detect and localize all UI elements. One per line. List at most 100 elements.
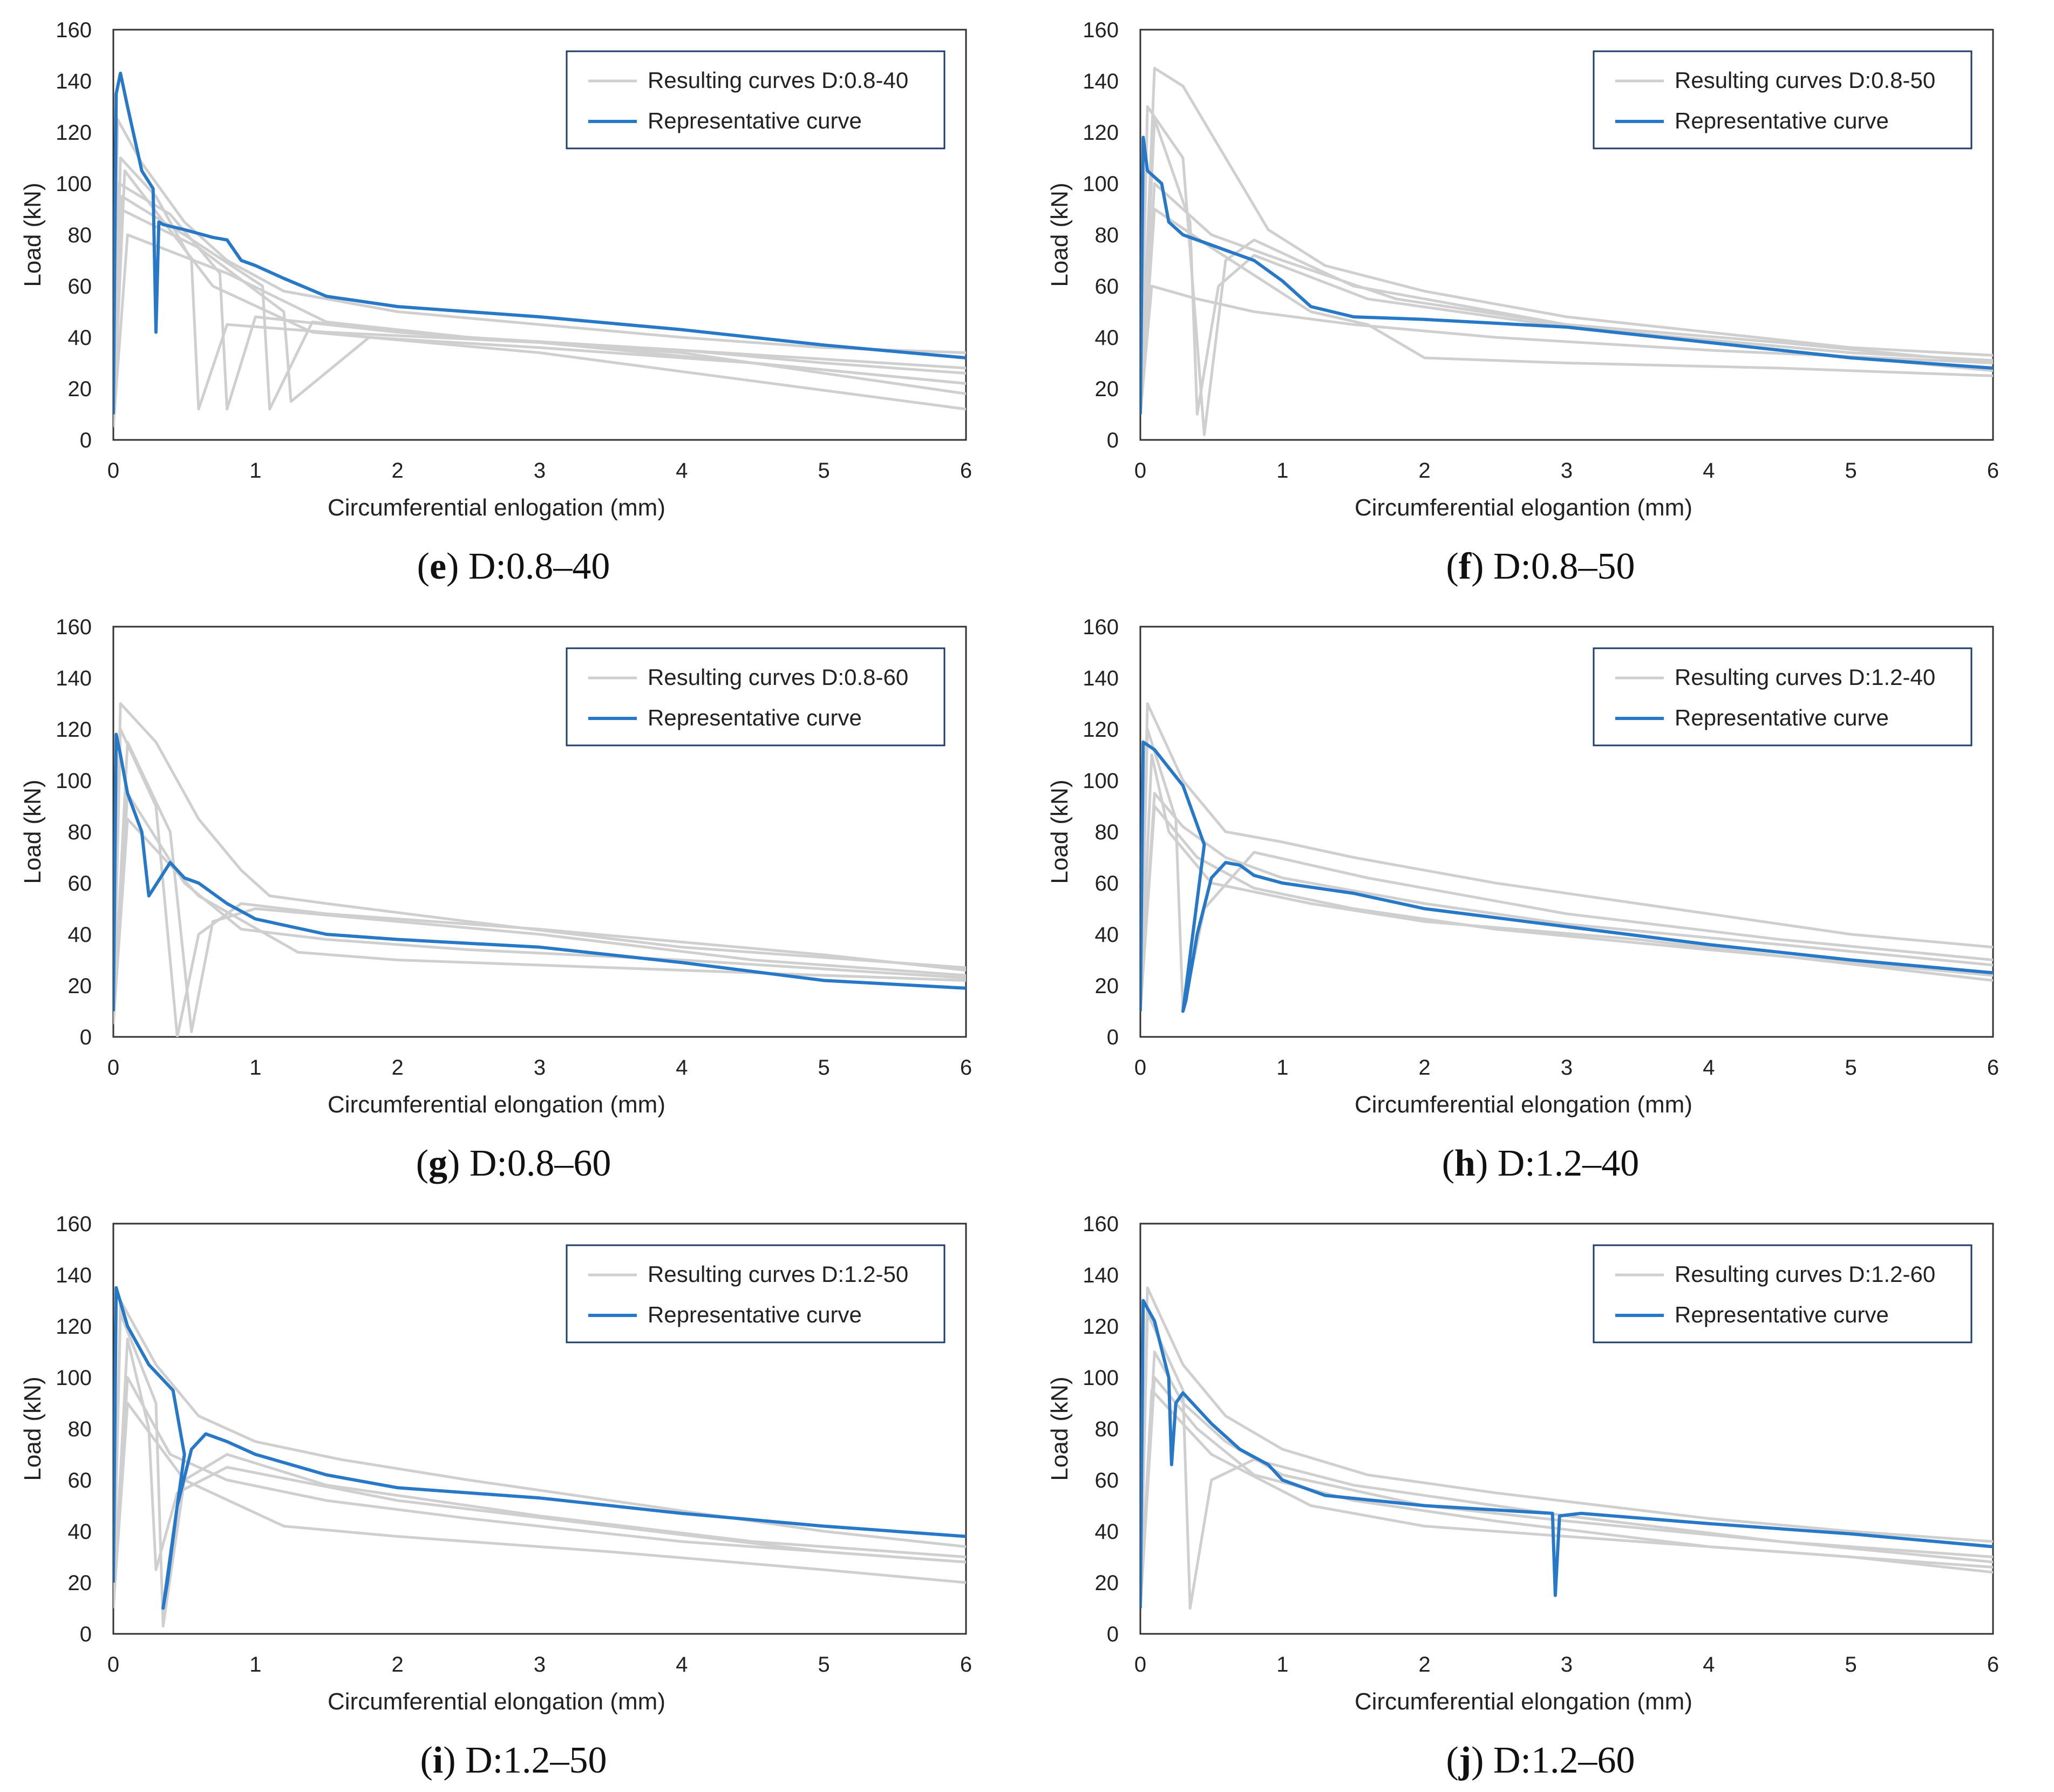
caption-letter-f: f (1458, 546, 1472, 587)
x-tick-label-i: 2 (392, 1653, 404, 1676)
resulting-curve-g-5 (113, 817, 966, 1024)
y-tick-label-j: 140 (1083, 1264, 1119, 1287)
y-tick-label-f: 120 (1083, 121, 1119, 145)
y-axis-title-i: Load (kN) (19, 1376, 46, 1481)
x-tick-label-g: 3 (534, 1056, 546, 1080)
y-tick-label-i: 100 (56, 1366, 92, 1390)
x-axis-title-i: Circumferential elongation (mm) (328, 1688, 665, 1715)
chart-j: 0 20 40 60 80 100 120 140 160 0 1 2 3 4 5 6 Circumferent… (1046, 1212, 1999, 1715)
y-tick-label-g: 80 (68, 820, 92, 844)
x-tick-label-f: 0 (1134, 459, 1146, 483)
y-tick-label-e: 60 (68, 275, 92, 298)
caption-h: (h) D:1.2–40 (1441, 1143, 1640, 1184)
x-tick-label-g: 1 (249, 1056, 261, 1080)
legend-g (566, 647, 946, 746)
caption-text-e: D:0.8–40 (468, 546, 610, 587)
x-tick-label-e: 6 (960, 459, 972, 483)
x-tick-label-f: 2 (1419, 459, 1431, 483)
y-tick-label-i: 160 (56, 1212, 92, 1236)
y-tick-label-h: 0 (1107, 1026, 1119, 1049)
resulting-curve-j-3 (1140, 1350, 1993, 1608)
representative-curve-g (113, 732, 966, 1012)
x-tick-label-h: 5 (1845, 1056, 1857, 1080)
y-tick-label-h: 120 (1083, 718, 1119, 742)
resulting-curve-h-5 (1140, 754, 1993, 1012)
x-tick-label-h: 2 (1419, 1056, 1431, 1080)
x-tick-label-g: 5 (818, 1056, 830, 1080)
caption-letter-h: h (1454, 1143, 1475, 1184)
caption-text-i: D:1.2–50 (465, 1740, 607, 1781)
y-tick-label-e: 160 (56, 18, 92, 42)
y-tick-label-h: 60 (1095, 872, 1119, 895)
x-axis-title-e: Circumferential enlogation (mm) (328, 494, 665, 521)
y-tick-label-g: 160 (56, 615, 92, 639)
resulting-curve-f-2 (1140, 105, 1993, 436)
x-tick-label-f: 6 (1987, 459, 1999, 483)
x-tick-label-i: 5 (818, 1653, 830, 1676)
caption-g: (g) D:0.8–60 (416, 1143, 611, 1184)
x-tick-label-e: 5 (818, 459, 830, 483)
chart-f: 0 20 40 60 80 100 120 140 160 0 1 2 3 4 5 6 Circumferent… (1046, 18, 1999, 521)
y-tick-label-j: 80 (1095, 1417, 1119, 1441)
x-tick-label-e: 1 (249, 459, 261, 483)
x-tick-label-h: 3 (1561, 1056, 1573, 1080)
legend-label-representative-f: Representative curve (1675, 108, 1889, 133)
y-tick-label-h: 20 (1095, 974, 1119, 998)
y-tick-label-f: 160 (1083, 18, 1119, 42)
y-tick-label-j: 100 (1083, 1366, 1119, 1390)
caption-j: (j) D:1.2–60 (1446, 1740, 1635, 1781)
legend-label-representative-g: Representative curve (648, 705, 862, 730)
y-axis-title-e: Load (kN) (19, 182, 46, 287)
x-tick-label-f: 4 (1703, 459, 1715, 483)
x-tick-label-g: 4 (676, 1056, 688, 1080)
y-tick-label-i: 20 (68, 1571, 92, 1595)
y-tick-label-e: 100 (56, 172, 92, 196)
x-tick-label-j: 3 (1561, 1653, 1573, 1676)
x-tick-label-h: 1 (1276, 1056, 1288, 1080)
chart-h: 0 20 40 60 80 100 120 140 160 0 1 2 3 4 5 6 Circumferent… (1046, 615, 1999, 1118)
chart-g: 0 20 40 60 80 100 120 140 160 0 1 2 3 4 5 6 Circumferent… (19, 615, 972, 1118)
x-tick-label-e: 3 (534, 459, 546, 483)
representative-curve-h (1140, 740, 1993, 1013)
legend-label-representative-i: Representative curve (648, 1302, 862, 1327)
y-tick-label-f: 40 (1095, 326, 1119, 350)
y-tick-label-h: 100 (1083, 769, 1119, 793)
caption-letter-i: i (432, 1740, 444, 1781)
y-tick-label-f: 20 (1095, 377, 1119, 401)
x-tick-label-h: 6 (1987, 1056, 1999, 1080)
x-tick-label-e: 0 (107, 459, 119, 483)
x-tick-label-f: 1 (1276, 459, 1288, 483)
y-tick-label-g: 60 (68, 872, 92, 895)
resulting-curve-h-2 (1140, 728, 1993, 1013)
caption-letter-e: e (429, 546, 447, 587)
resulting-curve-f-1 (1140, 66, 1993, 415)
caption-letter-g: g (429, 1143, 447, 1184)
legend-label-resulting-g: Resulting curves D:0.8-60 (648, 664, 908, 690)
x-tick-label-g: 0 (107, 1056, 119, 1080)
caption-i: (i) D:1.2–50 (420, 1740, 607, 1781)
resulting-curve-j-1 (1140, 1286, 1993, 1608)
resulting-curve-e-1 (113, 118, 966, 427)
y-tick-label-i: 40 (68, 1520, 92, 1544)
y-tick-label-i: 60 (68, 1469, 92, 1492)
y-tick-label-h: 160 (1083, 615, 1119, 639)
x-tick-label-i: 6 (960, 1653, 972, 1676)
legend-label-representative-j: Representative curve (1675, 1302, 1889, 1327)
y-tick-label-j: 20 (1095, 1571, 1119, 1595)
x-tick-label-i: 4 (676, 1653, 688, 1676)
x-tick-label-j: 1 (1276, 1653, 1288, 1676)
chart-panel-e: 0 20 40 60 80 100 120 140 160 0 1 2 3 4 5 6 Circumferent… (0, 0, 1027, 597)
y-tick-label-i: 140 (56, 1264, 92, 1287)
y-axis-title-h: Load (kN) (1046, 779, 1073, 884)
y-tick-label-f: 0 (1107, 429, 1119, 452)
resulting-curve-e-4 (113, 195, 966, 427)
x-axis-title-f: Circumferential elogantion (mm) (1355, 494, 1692, 521)
y-tick-label-j: 60 (1095, 1469, 1119, 1492)
y-tick-label-h: 140 (1083, 667, 1119, 690)
caption-text-h: D:1.2–40 (1497, 1143, 1640, 1184)
legend-i (566, 1244, 946, 1343)
legend-j (1593, 1244, 1973, 1343)
caption-text-j: D:1.2–60 (1493, 1740, 1635, 1781)
y-tick-label-j: 40 (1095, 1520, 1119, 1544)
resulting-curve-e-6 (113, 233, 966, 427)
